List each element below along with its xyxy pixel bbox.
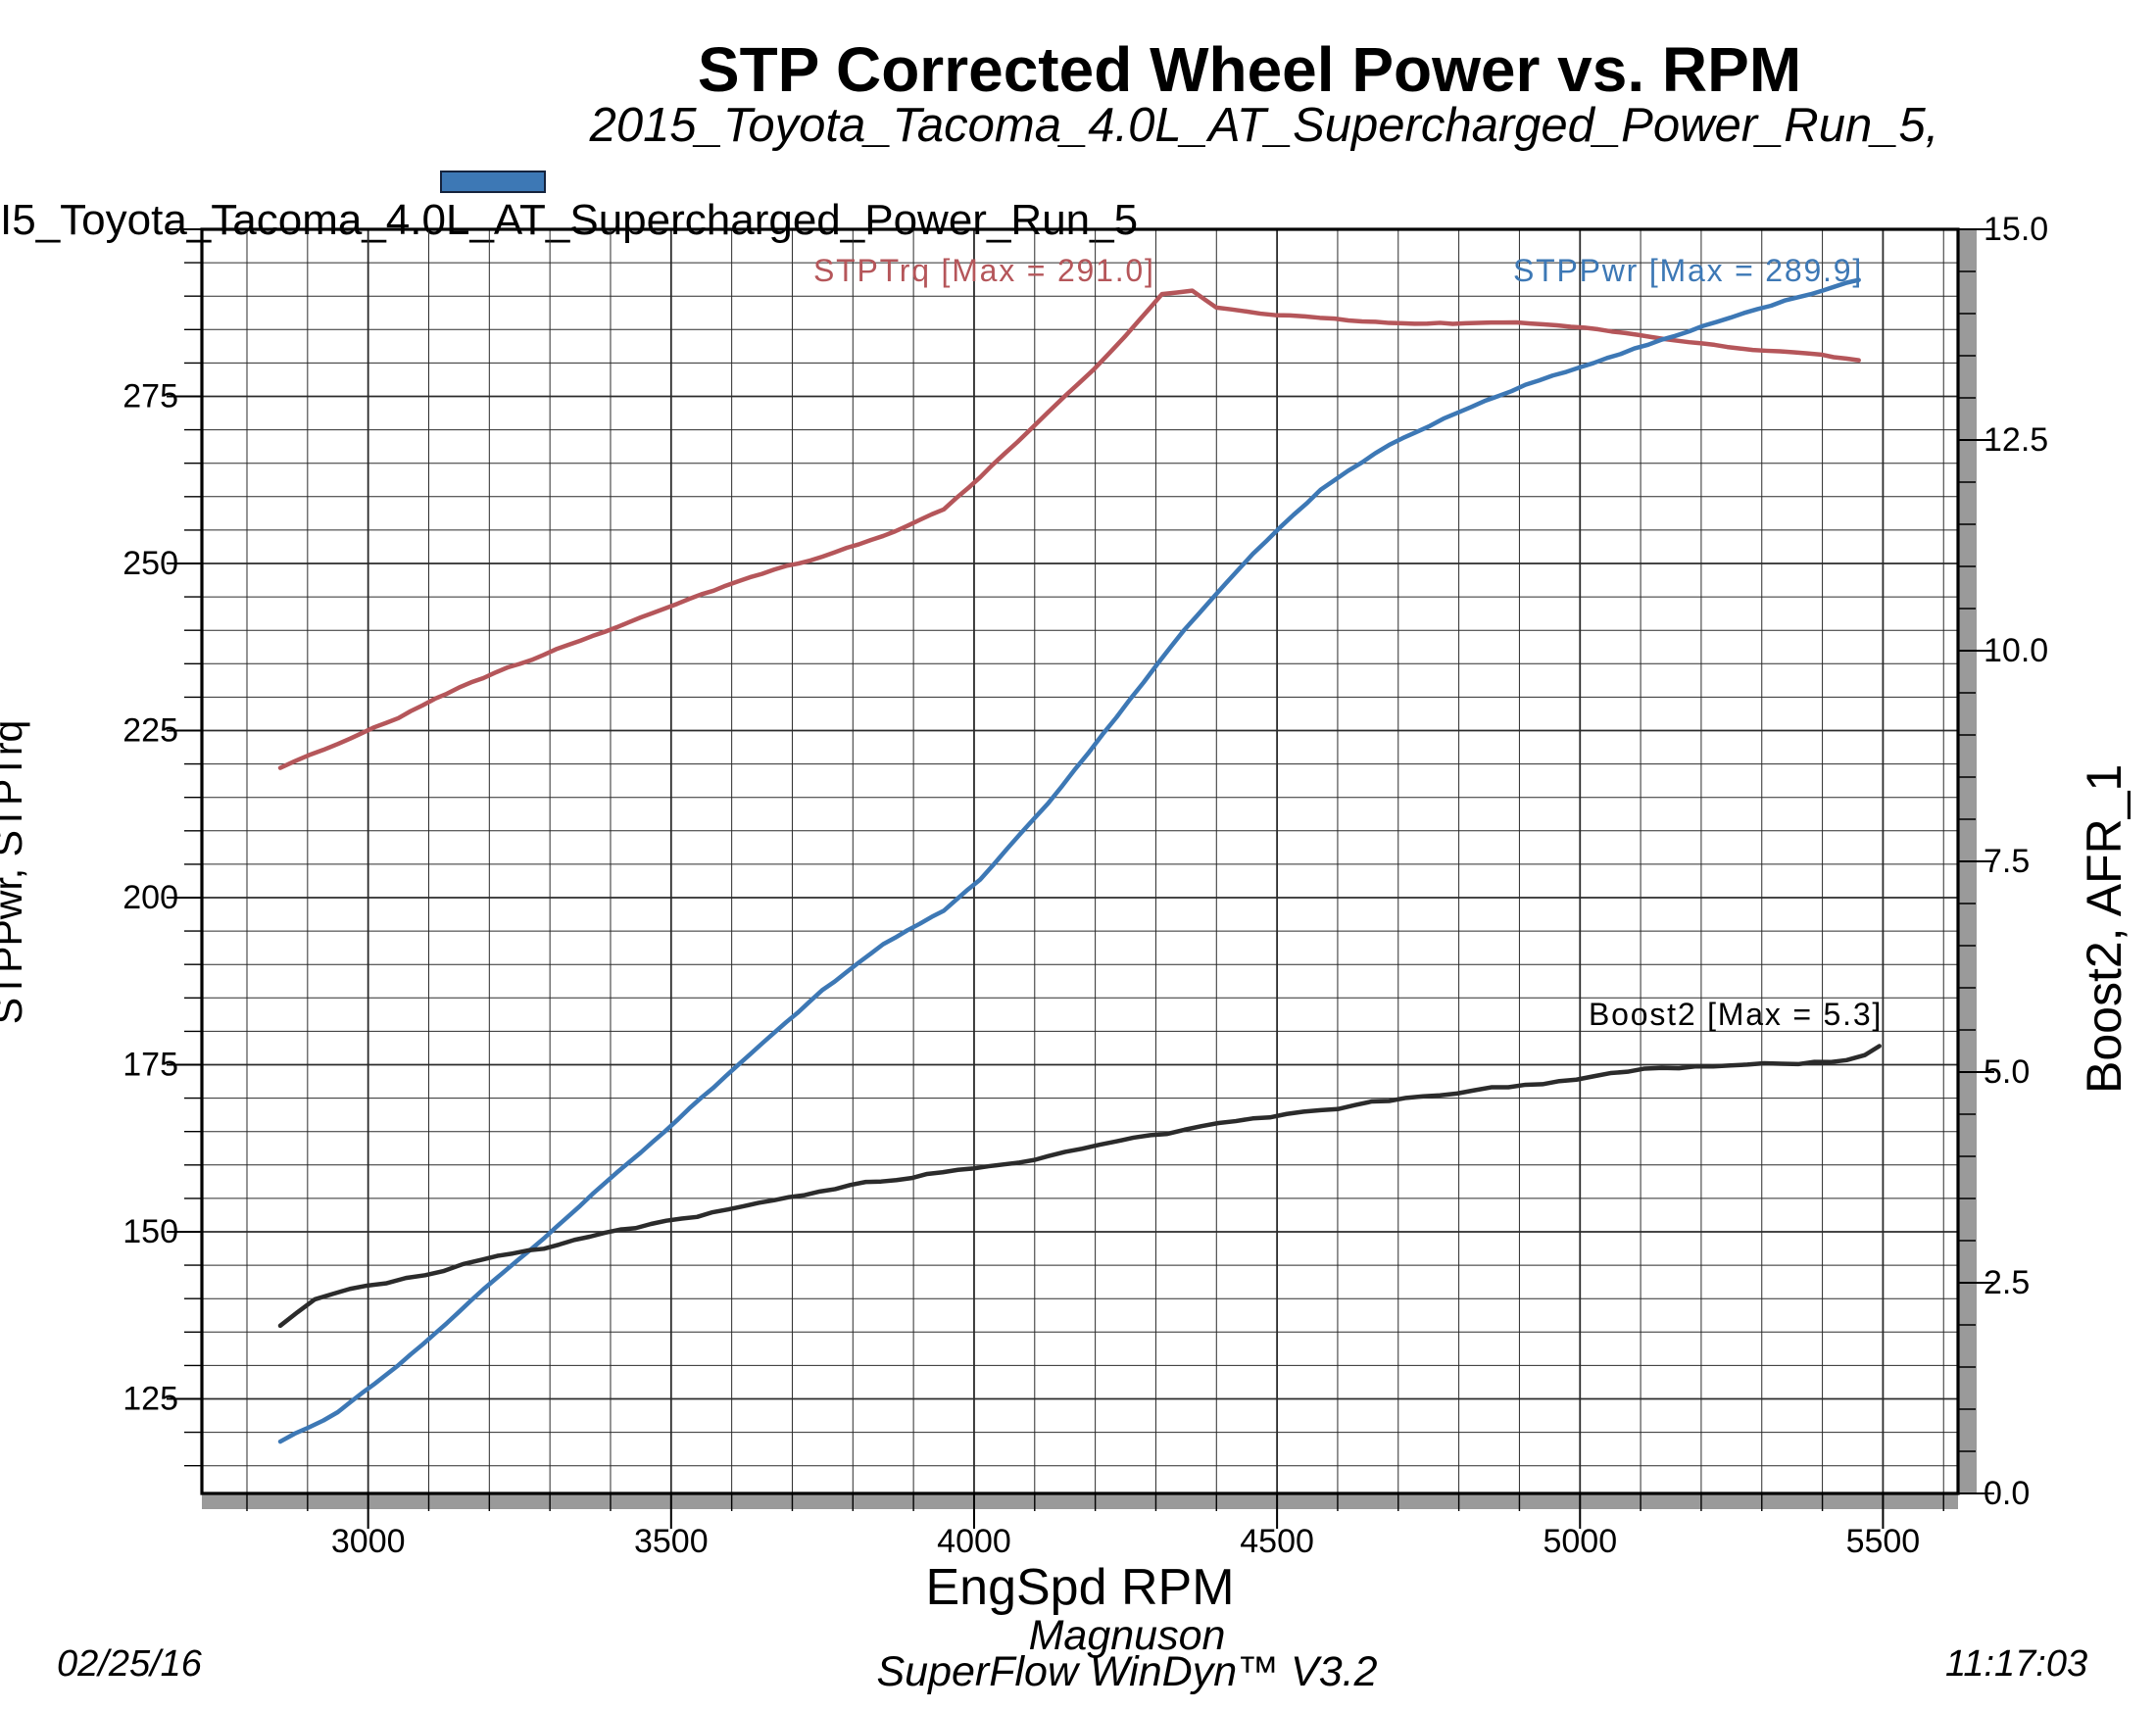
svg-text:2.5: 2.5 [1984, 1264, 2030, 1301]
svg-text:3500: 3500 [634, 1523, 709, 1560]
svg-text:12.5: 12.5 [1984, 421, 2048, 459]
svg-text:250: 250 [122, 545, 178, 582]
svg-text:15.0: 15.0 [1984, 211, 2048, 248]
svg-text:275: 275 [122, 378, 178, 416]
svg-text:5500: 5500 [1846, 1523, 1921, 1560]
svg-text:4500: 4500 [1240, 1523, 1314, 1560]
svg-text:125: 125 [122, 1381, 178, 1418]
svg-text:175: 175 [122, 1047, 178, 1084]
svg-text:10.0: 10.0 [1984, 632, 2048, 669]
svg-text:5.0: 5.0 [1984, 1053, 2030, 1091]
svg-text:225: 225 [122, 712, 178, 750]
svg-text:7.5: 7.5 [1984, 843, 2030, 880]
svg-text:200: 200 [122, 879, 178, 916]
svg-text:0.0: 0.0 [1984, 1475, 2030, 1512]
svg-text:150: 150 [122, 1213, 178, 1250]
svg-text:4000: 4000 [937, 1523, 1011, 1560]
svg-text:3000: 3000 [331, 1523, 406, 1560]
svg-text:5000: 5000 [1543, 1523, 1617, 1560]
